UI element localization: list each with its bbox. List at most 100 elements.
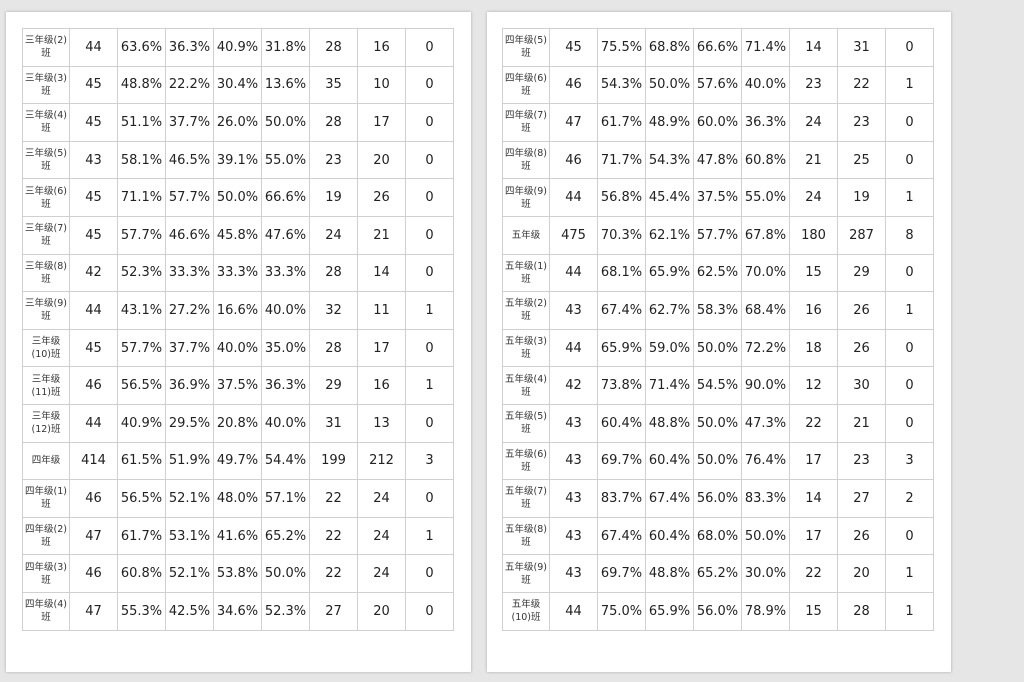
count-cell-3: 1 [885,291,934,330]
rate-cell-3: 26.0% [213,103,262,142]
count-cell-2: 27 [837,479,886,518]
class-name-cell: 四年级(5)班 [502,28,550,67]
rate-cell-2: 59.0% [645,328,694,368]
count-cell-1: 22 [789,403,838,443]
count-cell-1: 22 [309,516,358,556]
rate-cell-2: 27.2% [165,291,214,330]
rate-cell-2: 68.8% [645,28,694,67]
student-count-cell: 44 [549,253,598,293]
count-cell-1: 180 [789,215,838,255]
count-cell-3: 0 [885,253,934,293]
count-cell-1: 22 [309,479,358,518]
rate-cell-1: 56.5% [117,366,166,405]
rate-cell-3: 16.6% [213,291,262,330]
rate-cell-3: 68.0% [693,516,742,556]
rate-cell-3: 41.6% [213,516,262,556]
class-name-cell: 五年级(2)班 [502,291,550,330]
count-cell-2: 23 [837,103,886,142]
student-count-cell: 44 [549,591,598,631]
rate-cell-1: 57.7% [117,328,166,368]
count-cell-1: 24 [309,215,358,255]
rate-cell-2: 53.1% [165,516,214,556]
count-cell-2: 24 [357,479,406,518]
rate-cell-3: 57.6% [693,65,742,105]
rate-cell-3: 20.8% [213,403,262,443]
rate-cell-4: 65.2% [261,516,310,556]
count-cell-1: 17 [789,441,838,481]
rate-cell-4: 36.3% [261,366,310,405]
count-cell-3: 1 [885,178,934,217]
rate-cell-2: 52.1% [165,554,214,593]
class-name-cell: 三年级(3)班 [22,65,70,105]
count-cell-2: 28 [837,591,886,631]
count-cell-1: 28 [309,28,358,67]
count-cell-2: 24 [357,516,406,556]
table-row: 三年级(12)班 44 40.9% 29.5% 20.8% 40.0% 31 13 0 [22,403,454,443]
student-count-cell: 45 [69,328,118,368]
table-row: 三年级(4)班 45 51.1% 37.7% 26.0% 50.0% 28 17 0 [22,103,454,142]
rate-cell-4: 68.4% [741,291,790,330]
rate-cell-2: 60.4% [645,516,694,556]
count-cell-2: 17 [357,103,406,142]
count-cell-2: 20 [357,591,406,631]
table-row: 四年级(1)班 46 56.5% 52.1% 48.0% 57.1% 22 24 0 [22,479,454,518]
count-cell-3: 0 [405,479,454,518]
rate-cell-2: 62.1% [645,215,694,255]
table-row: 五年级 475 70.3% 62.1% 57.7% 67.8% 180 287 8 [502,215,934,255]
table-row: 五年级(7)班 43 83.7% 67.4% 56.0% 83.3% 14 27 2 [502,479,934,518]
table-row: 五年级(6)班 43 69.7% 60.4% 50.0% 76.4% 17 23 3 [502,441,934,481]
rate-cell-4: 76.4% [741,441,790,481]
rate-cell-4: 13.6% [261,65,310,105]
class-name-cell: 三年级(11)班 [22,366,70,405]
class-name-cell: 三年级(12)班 [22,403,70,443]
table-row: 五年级(4)班 42 73.8% 71.4% 54.5% 90.0% 12 30 0 [502,366,934,405]
rate-cell-3: 58.3% [693,291,742,330]
student-count-cell: 46 [69,554,118,593]
rate-cell-2: 52.1% [165,479,214,518]
rate-cell-3: 48.0% [213,479,262,518]
table-row: 三年级(3)班 45 48.8% 22.2% 30.4% 13.6% 35 10 0 [22,65,454,105]
count-cell-1: 24 [789,178,838,217]
count-cell-3: 1 [405,366,454,405]
student-count-cell: 43 [549,291,598,330]
count-cell-3: 0 [885,140,934,180]
class-name-cell: 五年级(9)班 [502,554,550,593]
count-cell-1: 23 [789,65,838,105]
student-count-cell: 44 [69,28,118,67]
student-count-cell: 44 [69,403,118,443]
class-name-cell: 五年级(5)班 [502,403,550,443]
rate-cell-4: 47.6% [261,215,310,255]
rate-cell-4: 47.3% [741,403,790,443]
class-name-cell: 三年级(10)班 [22,328,70,368]
count-cell-1: 18 [789,328,838,368]
rate-cell-3: 62.5% [693,253,742,293]
student-count-cell: 414 [69,441,118,481]
count-cell-1: 24 [789,103,838,142]
table-row: 三年级(8)班 42 52.3% 33.3% 33.3% 33.3% 28 14 0 [22,253,454,293]
class-name-cell: 四年级(2)班 [22,516,70,556]
count-cell-3: 0 [405,215,454,255]
left-class-stats-table: 三年级(2)班 44 63.6% 36.3% 40.9% 31.8% 28 16 0 三年级(3)… [22,28,454,631]
rate-cell-1: 60.4% [597,403,646,443]
class-name-cell: 四年级(7)班 [502,103,550,142]
rate-cell-1: 56.5% [117,479,166,518]
class-name-cell: 五年级(1)班 [502,253,550,293]
table-row: 四年级(7)班 47 61.7% 48.9% 60.0% 36.3% 24 23 0 [502,103,934,142]
table-row: 五年级(1)班 44 68.1% 65.9% 62.5% 70.0% 15 29 0 [502,253,934,293]
right-class-stats-table: 四年级(5)班 45 75.5% 68.8% 66.6% 71.4% 14 31 0 四年级(6)… [502,28,934,631]
student-count-cell: 46 [549,140,598,180]
student-count-cell: 43 [549,554,598,593]
rate-cell-3: 40.0% [213,328,262,368]
rate-cell-2: 46.6% [165,215,214,255]
count-cell-1: 23 [309,140,358,180]
rate-cell-4: 50.0% [741,516,790,556]
rate-cell-2: 22.2% [165,65,214,105]
rate-cell-2: 54.3% [645,140,694,180]
rate-cell-2: 71.4% [645,366,694,405]
rate-cell-1: 65.9% [597,328,646,368]
class-name-cell: 四年级(3)班 [22,554,70,593]
rate-cell-1: 69.7% [597,554,646,593]
rate-cell-1: 73.8% [597,366,646,405]
count-cell-2: 16 [357,28,406,67]
count-cell-3: 0 [885,103,934,142]
